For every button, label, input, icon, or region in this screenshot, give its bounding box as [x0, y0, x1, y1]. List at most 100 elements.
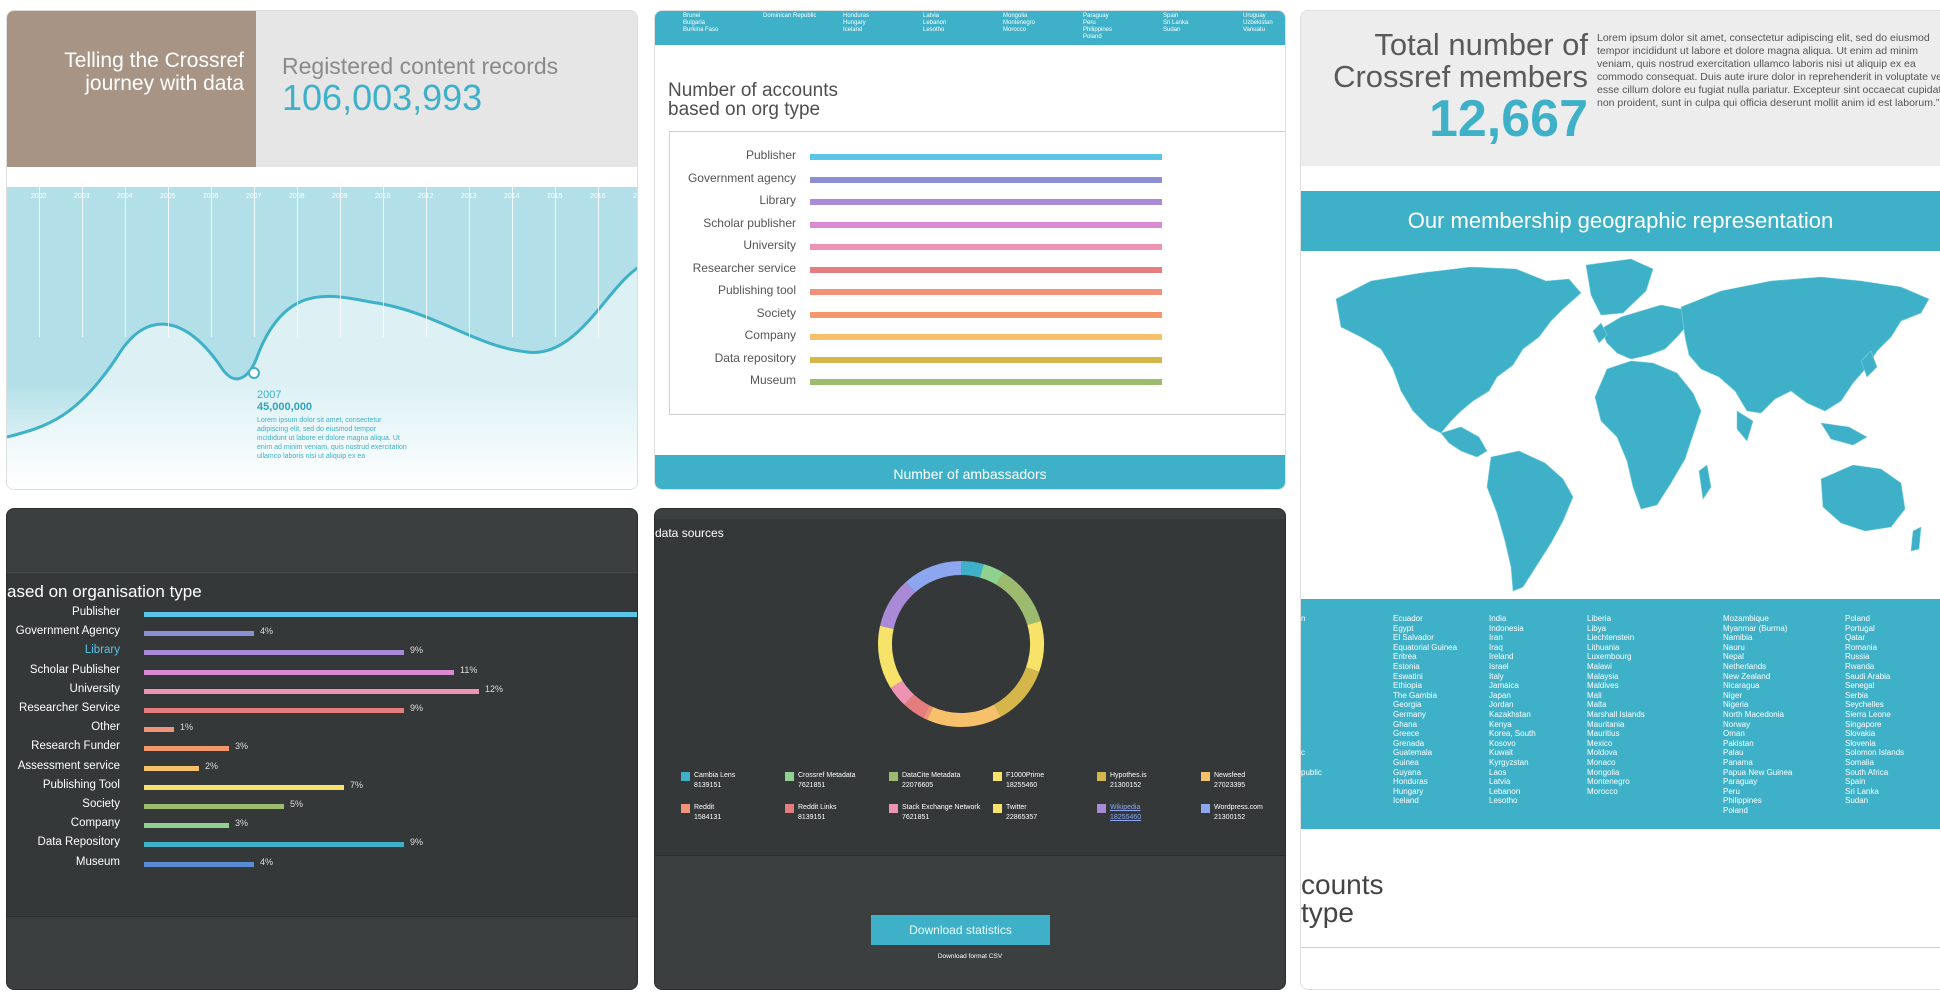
timeline-year-label: 2005	[160, 193, 176, 200]
country-list-item: Singapore	[1845, 719, 1882, 729]
timeline-chart[interactable]: 2002 2003 2004 2005 2006 2007 2008 2009 2010 2012…	[7, 187, 637, 489]
donut-segment[interactable]	[960, 561, 984, 578]
org-type-dark-row[interactable]: Company 3%	[7, 815, 637, 834]
country-strip-column: Mongolia Montenegro Morocco	[1003, 13, 1035, 34]
legend-swatch	[1097, 772, 1106, 781]
org-type-row[interactable]: Museum	[670, 369, 1285, 391]
org-type-dark-row[interactable]: Publishing Tool 7%	[7, 777, 637, 796]
org-type-dark-bar	[144, 631, 254, 637]
org-type-dark-row[interactable]: Museum 4%	[7, 854, 637, 873]
donut-segment[interactable]	[923, 705, 933, 720]
donut-segment[interactable]	[878, 625, 903, 688]
timeline-point-2007[interactable]	[248, 367, 260, 379]
country-strip-item: Uruguay	[1243, 13, 1266, 19]
members-value: 12,667	[1428, 90, 1588, 148]
org-type-row[interactable]: Scholar publisher	[670, 212, 1285, 234]
donut-segment[interactable]	[905, 561, 962, 593]
country-strip-item: Lesotho	[923, 27, 945, 33]
country-list-column: Poland Portugal Qatar Romania Russia Rwanda Sa…	[1845, 614, 1904, 806]
legend-swatch	[785, 804, 794, 813]
org-type-row[interactable]: Researcher service	[670, 257, 1285, 279]
legend-source-name: Stack Exchange Network	[902, 804, 981, 811]
org-type-dark-row[interactable]: Publisher	[7, 604, 637, 623]
org-type-bar	[810, 266, 1162, 273]
org-type-dark-row[interactable]: Society 5%	[7, 796, 637, 815]
country-list-item: Qatar	[1845, 633, 1866, 643]
donut-segment[interactable]	[927, 704, 1001, 727]
legend-source-name: Reddit Links	[798, 804, 837, 811]
country-list-item	[1301, 681, 1322, 691]
data-sources-donut[interactable]	[655, 539, 1286, 739]
accounts-partial-line2: type	[1301, 897, 1354, 928]
org-type-label: Company	[744, 328, 796, 342]
ambassadors-footer[interactable]: Number of ambassadors	[655, 455, 1285, 489]
country-list-item: Malta	[1587, 700, 1607, 710]
org-type-label: Library	[759, 193, 796, 207]
org-type-dark-label: Government Agency	[15, 625, 120, 638]
country-list-column: India Indonesia Iran Iraq Ireland Israel Italy…	[1489, 614, 1536, 806]
country-list-item: Palau	[1723, 748, 1744, 758]
org-type-dark-label: Museum	[75, 855, 120, 868]
org-type-dark-row[interactable]: Data Repository 9%	[7, 834, 637, 853]
org-type-dark-bar	[144, 804, 284, 809]
donut-segment[interactable]	[993, 666, 1040, 717]
country-list-item: Oman	[1723, 729, 1745, 739]
org-type-row[interactable]: Publishing tool	[670, 279, 1285, 301]
org-type-row[interactable]: Data repository	[670, 347, 1285, 369]
donut-segment[interactable]	[996, 572, 1041, 626]
org-type-dark-row[interactable]: Scholar Publisher 11%	[7, 662, 637, 681]
org-type-row[interactable]: Publisher	[670, 144, 1285, 166]
org-type-dark-row[interactable]: Other 1%	[7, 719, 637, 738]
donut-segment[interactable]	[979, 564, 1004, 585]
records-label: Registered content records	[282, 53, 559, 79]
org-type-dark-panel	[7, 572, 637, 917]
org-type-bar	[810, 289, 1162, 295]
timeline-gridline	[555, 187, 556, 337]
timeline-gridline	[340, 187, 341, 337]
country-list-item: Spain	[1845, 777, 1866, 787]
country-list-item: Romania	[1845, 642, 1878, 652]
donut-segment[interactable]	[1025, 621, 1044, 672]
org-type-dark-title: ased on organisation type	[7, 582, 202, 601]
org-type-row[interactable]: Company	[670, 324, 1285, 346]
country-list-item: Kenya	[1489, 719, 1512, 729]
country-list-item: Honduras	[1393, 777, 1428, 787]
country-list-item: Mexico	[1587, 738, 1613, 748]
org-type-dark-row[interactable]: Research Funder 3%	[7, 738, 637, 757]
legend-source-name: Twitter	[1006, 804, 1027, 811]
country-strip-item: Brunei	[683, 13, 701, 19]
org-type-bar	[810, 199, 1162, 205]
country-list-item	[1301, 758, 1322, 768]
legend-swatch	[1201, 804, 1210, 813]
legend-swatch	[1097, 804, 1106, 813]
donut-segment[interactable]	[890, 680, 915, 705]
org-type-row[interactable]: Library	[670, 189, 1285, 211]
country-list-item: Ireland	[1489, 652, 1514, 662]
org-type-label: Government agency	[687, 170, 796, 185]
donut-segment[interactable]	[880, 581, 916, 630]
timeline-gridline	[82, 187, 83, 337]
members-heading-line1: Total number of	[1374, 27, 1588, 62]
country-list-item: Pakistan	[1723, 738, 1754, 748]
donut-segment[interactable]	[904, 694, 930, 718]
download-statistics-button[interactable]: Download statistics	[871, 915, 1050, 945]
timeline-gridline	[39, 187, 40, 337]
world-map[interactable]	[1301, 251, 1940, 599]
org-type-row[interactable]: Government agency	[670, 167, 1285, 189]
org-type-dark-percent: 11%	[460, 664, 478, 675]
country-list-item: Mongolia	[1587, 767, 1620, 777]
org-type-dark-row[interactable]: Government Agency 4%	[7, 623, 637, 642]
country-list-item: Sri Lanka	[1845, 786, 1879, 796]
country-strip-item: Morocco	[1003, 27, 1027, 33]
org-type-dark-percent: 3%	[235, 741, 249, 752]
country-list-item: Estonia	[1393, 661, 1420, 671]
country-list-item	[1301, 662, 1322, 672]
org-type-row[interactable]: University	[670, 234, 1285, 256]
org-type-dark-row[interactable]: Researcher Service 9%	[7, 700, 637, 719]
org-type-dark-row[interactable]: University 12%	[7, 681, 637, 700]
world-map-svg	[1335, 258, 1930, 592]
org-type-dark-row[interactable]: Assessment service 2%	[7, 758, 637, 777]
org-type-dark-percent: 9%	[410, 645, 424, 656]
org-type-dark-row[interactable]: Library 9%	[7, 642, 637, 661]
org-type-row[interactable]: Society	[670, 302, 1285, 324]
